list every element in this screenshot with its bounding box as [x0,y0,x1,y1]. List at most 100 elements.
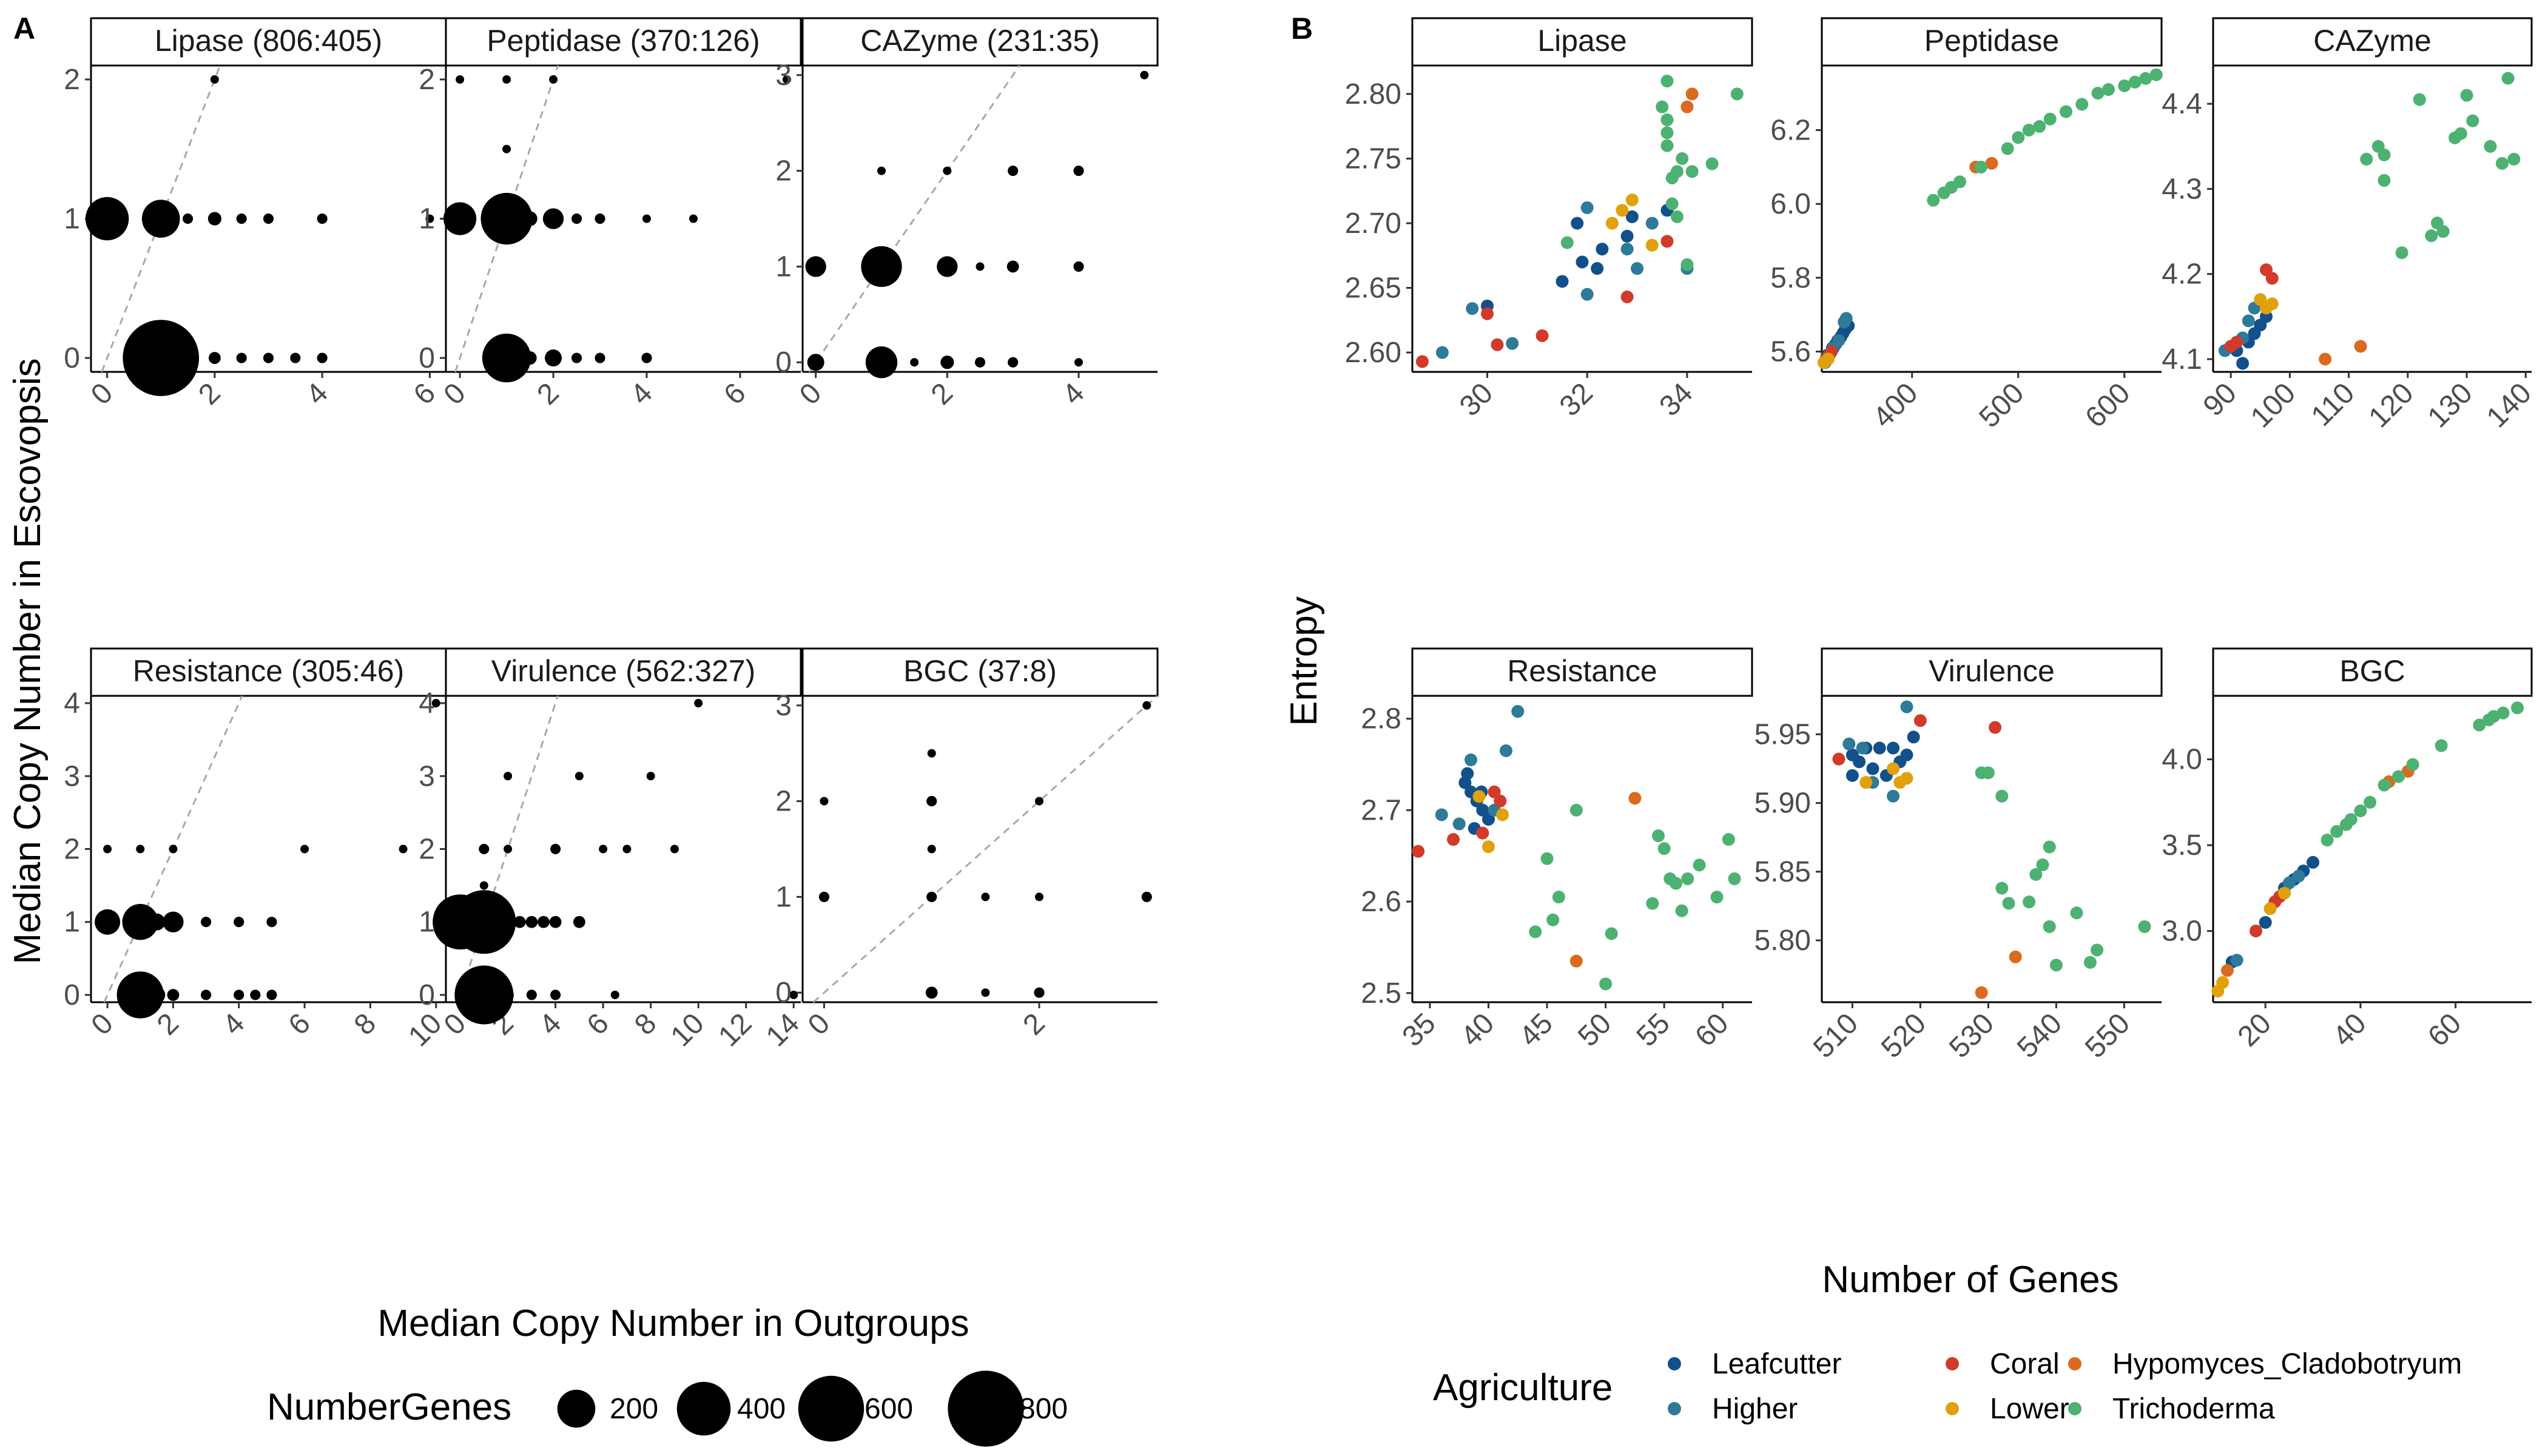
facet-strip [90,647,447,697]
data-point [250,989,261,1000]
facet-strip [801,17,1159,67]
data-point [1472,790,1486,803]
facet-strip [90,17,447,67]
data-point [263,213,274,224]
data-point [1660,126,1674,140]
facet-6: Lipase 2.60 2.65 2.70 2.75 2.80 30 32 34 [1345,17,1753,423]
data-point [2395,246,2408,260]
data-point [504,772,513,781]
data-point [1995,789,2009,803]
data-point [1839,312,1853,325]
data-point [148,986,166,1003]
x-tick-label: 120 [2363,377,2420,434]
x-tick-label: 6 [718,377,752,411]
data-point [981,892,990,902]
data-point [103,844,112,854]
data-point [550,989,561,1000]
data-point [974,357,986,368]
data-point [502,989,514,1001]
data-point [1073,166,1084,177]
data-point [482,333,531,383]
data-point [1995,881,2009,895]
data-point [1822,352,1835,366]
reference-line [808,65,1020,372]
panel-a-tag: A [13,12,35,46]
y-tick-label: 0 [64,979,80,1011]
facet-8: CAZyme 4.1 4.2 4.3 4.4 90 100 110 120 130 140 [2162,17,2538,434]
data-point [2033,120,2046,133]
x-tick-label: 140 [2481,377,2538,434]
data-point [317,213,328,224]
data-point [443,202,477,235]
x-tick-label: 10 [402,1007,448,1053]
y-tick-label: 2.6 [1361,886,1401,918]
color-legend-label: Coral [1990,1348,2060,1380]
x-tick-label: 2 [1017,1007,1051,1041]
data-point [1866,762,1879,775]
data-point [479,843,490,855]
data-point [2425,229,2438,243]
data-point [1645,238,1659,252]
data-point [141,200,180,238]
data-point [2259,915,2272,929]
y-tick-label: 3.0 [2162,915,2202,948]
data-point [2070,906,2083,920]
color-legend-key [1668,1402,1681,1415]
data-point [2242,314,2255,328]
data-point [210,75,219,84]
facet-title: Virulence (562:327) [491,654,755,688]
y-tick-label: 2.70 [1345,207,1401,240]
data-point [2230,954,2243,967]
y-tick-label: 6.2 [1770,114,1811,146]
y-tick-label: 5.95 [1754,718,1811,750]
facet-10: Virulence 5.80 5.85 5.90 5.95 510 520 530 540 550 [1754,647,2163,1064]
data-point [538,915,550,928]
data-point [910,358,919,367]
data-point [2330,825,2344,838]
data-point [2495,157,2509,170]
size-legend-label: 800 [1019,1393,1068,1425]
data-point [820,797,829,806]
y-tick-label: 5.85 [1754,856,1811,888]
data-point [201,989,212,1000]
data-point [2149,68,2163,81]
data-point [1481,307,1494,320]
data-point [234,989,244,1000]
data-point [1435,346,1449,359]
data-point [1645,217,1659,230]
data-point [317,352,328,363]
x-tick-label: 4 [217,1007,251,1041]
data-point [1140,70,1149,79]
y-tick-label: 5.6 [1770,336,1811,368]
facet-strip [2212,647,2533,697]
data-point [1620,229,1634,243]
data-point [2012,131,2025,144]
reference-line [812,695,1158,1003]
data-point [2091,87,2105,100]
data-point [981,988,990,997]
data-point [789,990,798,999]
facet-title: Lipase [1537,24,1626,58]
data-point [1845,769,1859,782]
data-point [1560,236,1574,249]
data-point [1496,808,1509,821]
color-legend-label: Leafcutter [1712,1348,1841,1380]
data-point [1476,826,1489,840]
data-point [1710,891,1724,904]
data-point [2250,925,2263,938]
data-point [266,989,277,1000]
x-tick-label: 45 [1514,1007,1559,1053]
x-tick-label: 0 [438,377,472,411]
data-point [926,891,937,902]
y-tick-label: 1 [419,203,435,235]
size-legend-title: NumberGenes [267,1386,511,1428]
facet-strip [2212,17,2533,67]
panel-b-ylabel: Entropy [1283,596,1325,726]
x-tick-label: 10 [665,1007,710,1053]
facet-title: Resistance (305:46) [133,654,404,688]
y-tick-label: 0 [419,979,435,1011]
data-point [502,75,511,84]
y-tick-label: 0 [775,346,792,379]
facet-title: Virulence [1929,654,2055,688]
